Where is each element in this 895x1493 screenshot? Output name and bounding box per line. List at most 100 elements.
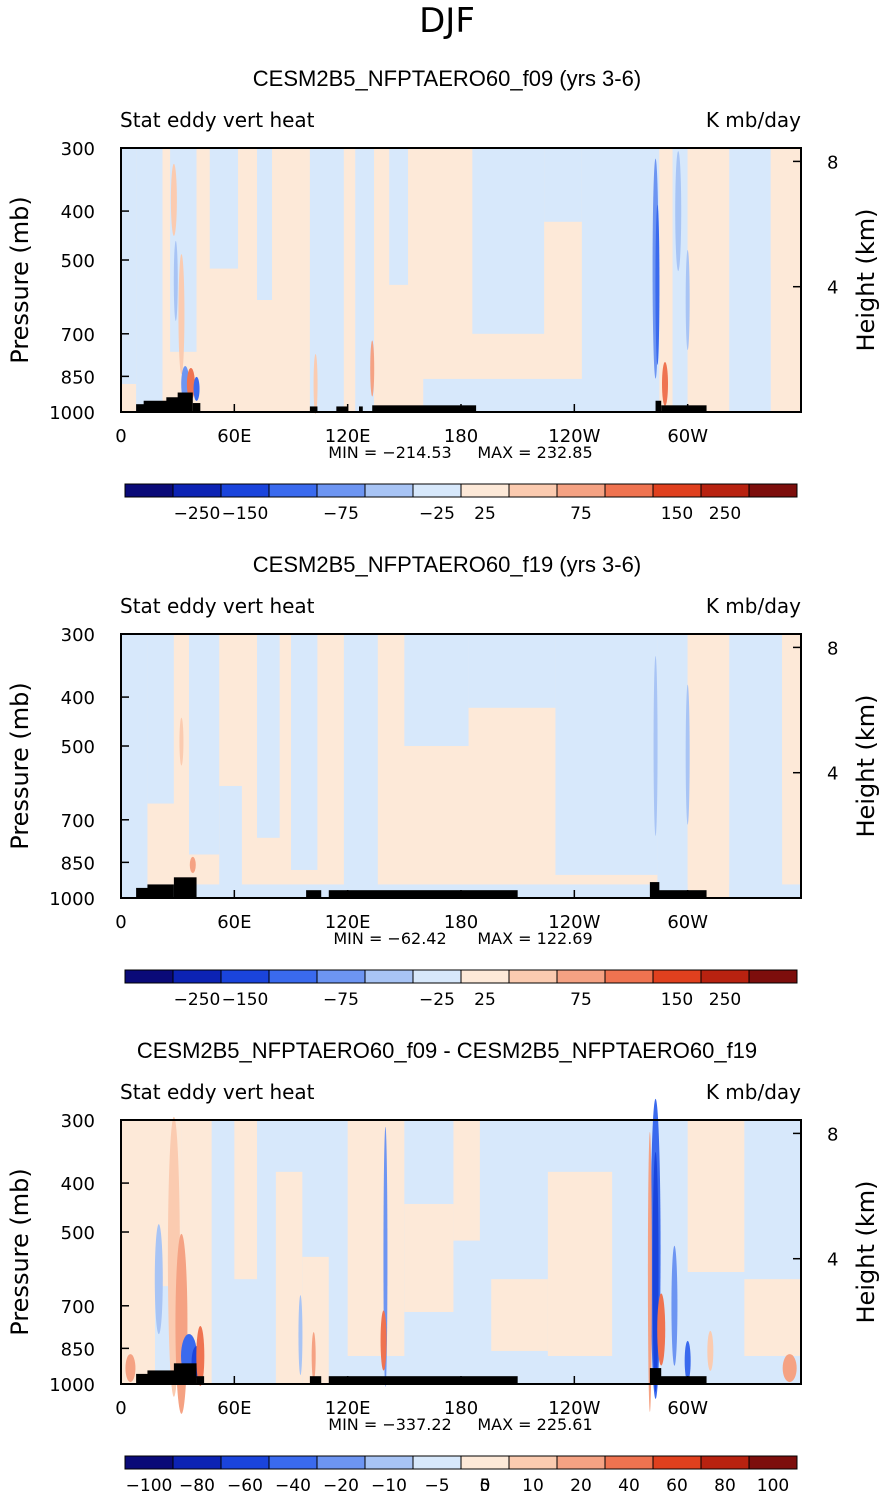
colorbar-label: −150 [222,990,269,1010]
field-cell [209,148,239,269]
colorbar-swatch [220,1455,270,1470]
colorbar-label: 40 [618,1476,640,1493]
field-feature [175,1233,188,1414]
colorbar-swatch [556,969,606,984]
colorbar: −250 −150 −75 −25 25 75 150 250 [124,969,798,1010]
units-label: K mb/day [706,1080,801,1104]
x-tick-label: 120E [325,1398,371,1419]
colorbar-label: −80 [179,1476,215,1493]
field-feature [657,1293,666,1366]
colorbar-label: −60 [227,1476,263,1493]
contour-field [121,148,801,414]
field-cell [389,148,409,285]
field-feature [154,1224,163,1335]
terrain-block [173,1363,197,1384]
colorbar-swatch [652,969,702,984]
units-label: K mb/day [706,108,801,132]
y-tick-label: 400 [61,202,95,223]
colorbar-swatch [316,969,366,984]
colorbar-swatch [748,483,798,498]
colorbar-swatch [220,969,270,984]
colorbar-label: 10 [522,1476,544,1493]
x-tick-label: 180 [444,1398,478,1419]
colorbar-swatch [508,1455,558,1470]
field-cell [544,148,582,222]
y-axis-right-title: Height (km) [852,209,880,352]
field-cell [687,1120,745,1272]
field-cell [302,1256,329,1384]
field-feature [380,1310,387,1371]
colorbar-label: −10 [371,1476,407,1493]
field-cell [374,148,390,412]
terrain-block [306,890,322,898]
colorbar-label: 75 [570,504,592,524]
field-cell [547,1171,613,1356]
field-cell [555,634,658,875]
colorbar-swatch [604,1455,654,1470]
field-cell [491,1279,548,1351]
height-tick-label: 4 [827,278,838,299]
field-feature [189,856,196,873]
colorbar-label: −20 [323,1476,359,1493]
field-cell [453,1120,480,1241]
colorbar-label: 20 [570,1476,592,1493]
field-feature [707,1330,714,1371]
colorbar-swatch [652,483,702,498]
colorbar-label: 0 [480,1476,491,1493]
variable-label: Stat eddy vert heat [120,1080,315,1104]
terrain-block [655,400,662,412]
field-cell [408,148,473,412]
field-feature [179,717,184,766]
contour-field [121,634,801,898]
colorbar-label: 75 [570,990,592,1010]
chart-panel-3: CESM2B5_NFPTAERO60_f09 - CESM2B5_NFPTAER… [6,1038,880,1493]
chart-panel-2: CESM2B5_NFPTAERO60_f19 (yrs 3-6) Stat edd… [6,552,880,1010]
field-cell [468,634,556,708]
field-cell [377,634,405,898]
colorbar-swatch [412,483,462,498]
field-cell [147,634,174,804]
colorbar-label: −250 [174,990,221,1010]
field-feature [193,376,200,401]
terrain-block [177,392,193,412]
terrain-block [657,1376,707,1384]
x-tick-label: 0 [115,1398,126,1419]
min-value: MIN = −62.42 [333,929,446,948]
y-tick-label: 300 [61,1111,95,1132]
field-cell [355,148,375,412]
field-cell [317,634,344,898]
colorbar-label: 60 [666,1476,688,1493]
height-tick-label: 4 [827,1250,838,1271]
variable-label: Stat eddy vert heat [120,594,315,618]
field-cell [404,1203,454,1312]
y-tick-label: 500 [61,251,95,272]
field-feature [311,1331,316,1380]
field-cell [136,148,163,412]
x-tick-label: 60E [217,1398,251,1419]
colorbar-swatch [748,1455,798,1470]
colorbar-swatch [556,483,606,498]
colorbar-label: 25 [474,990,496,1010]
panel-title: CESM2B5_NFPTAERO60_f09 (yrs 3-6) [253,66,641,91]
field-cell [257,148,273,300]
field-cell [162,148,171,412]
field-cell [687,148,730,412]
field-cell [472,148,545,334]
field-feature [186,367,195,400]
field-cell [657,634,688,898]
colorbar-label: 25 [474,504,496,524]
field-feature [685,684,690,825]
field-feature [125,1354,136,1383]
colorbar-swatch [124,483,174,498]
terrain-block [143,400,171,412]
x-tick-label: 120W [548,1398,600,1419]
field-cell [121,1120,155,1384]
field-cell [121,148,137,384]
max-value: MAX = 122.69 [477,929,592,948]
colorbar: −250 −150 −75 −25 25 75 150 250 [124,483,798,524]
field-cell [404,634,469,747]
colorbar-label: −40 [275,1476,311,1493]
min-value: MIN = −214.53 [328,443,451,462]
field-cell [291,634,318,870]
